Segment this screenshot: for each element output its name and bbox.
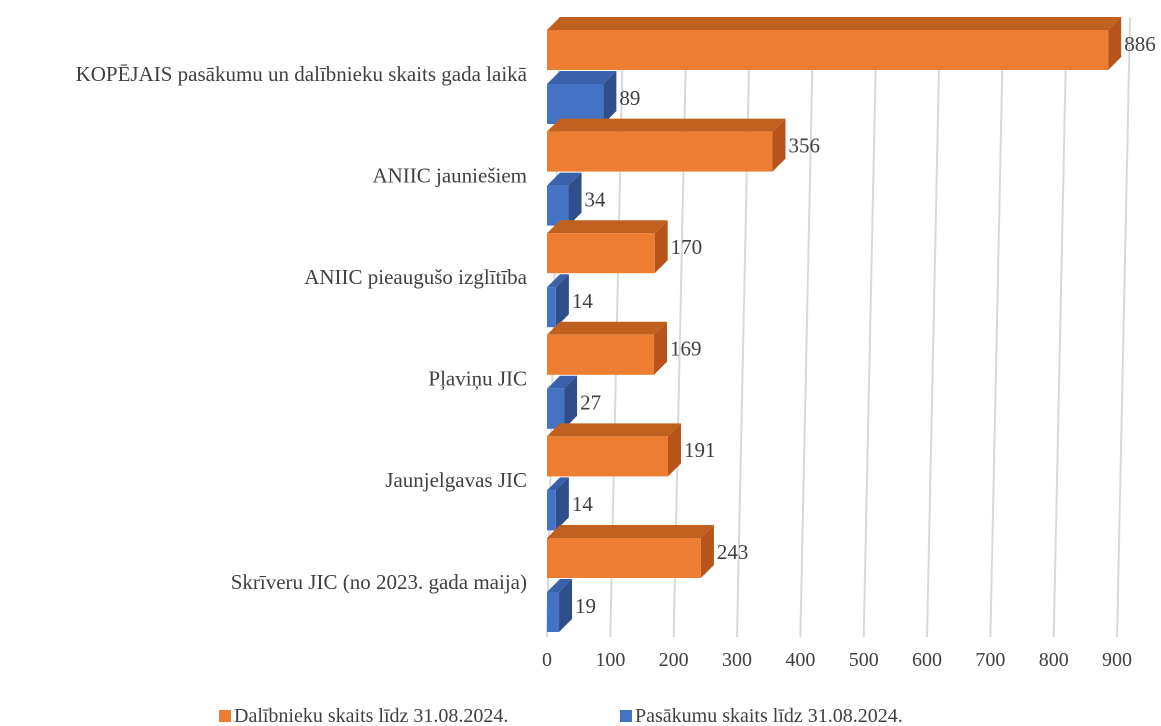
- bar-top-face: [547, 423, 681, 437]
- bar-front-face: [547, 185, 569, 226]
- x-tick-label: 900: [1102, 649, 1132, 671]
- bar-side-face: [772, 118, 786, 172]
- legend-item: Dalībnieku skaits līdz 31.08.2024.: [219, 705, 508, 726]
- category-label: KOPĒJAIS pasākumu un dalībnieku skaits g…: [76, 62, 528, 86]
- bar-side-face: [603, 71, 617, 124]
- bar-front-face: [547, 490, 556, 531]
- value-labels: 886 89 356 34 170 14 169 27 191 14 243 19: [572, 32, 1156, 618]
- data-label: 191: [684, 438, 716, 462]
- bar-top-face: [547, 118, 786, 132]
- bar-front-face: [547, 388, 565, 429]
- data-label: 27: [580, 391, 601, 415]
- data-label: 886: [1124, 32, 1156, 56]
- bar-top-face: [547, 579, 573, 592]
- bar-top-face: [547, 525, 714, 538]
- bar-front-face: [547, 233, 655, 274]
- x-tick-label: 600: [912, 649, 942, 671]
- data-label: 34: [585, 187, 607, 211]
- bar-side-face: [568, 172, 582, 226]
- bar-side-face: [555, 477, 569, 531]
- bars: [547, 17, 1122, 632]
- bar-participants: [547, 220, 668, 274]
- x-tick-label: 500: [849, 649, 879, 671]
- bar-side-face: [654, 220, 668, 274]
- bar-top-face: [547, 477, 569, 491]
- bar-top-face: [547, 220, 668, 234]
- data-label: 243: [717, 540, 749, 564]
- bar-side-face: [1108, 17, 1122, 70]
- bar-top-face: [547, 375, 578, 389]
- bar-side-face: [654, 321, 668, 375]
- bar-top-face: [547, 172, 582, 186]
- bar-front-face: [547, 287, 556, 328]
- legend-item: Pasākumu skaits līdz 31.08.2024.: [620, 705, 903, 726]
- bar-side-face: [559, 579, 573, 632]
- x-tick-label: 400: [785, 649, 815, 671]
- gridline: [1052, 16, 1068, 638]
- bar-front-face: [547, 436, 668, 477]
- category-label: Pļaviņu JIC: [428, 367, 527, 391]
- bar-events: [547, 274, 569, 328]
- category-label: ANIIC pieaugušo izglītība: [304, 265, 527, 289]
- gridline: [1116, 16, 1132, 638]
- bar-events: [547, 172, 582, 226]
- gridline: [989, 16, 1005, 638]
- legend-swatch: [620, 710, 632, 722]
- bar-front-face: [547, 334, 655, 375]
- gridline: [862, 16, 878, 638]
- bar-front-face: [547, 84, 604, 124]
- category-labels: KOPĒJAIS pasākumu un dalībnieku skaits g…: [76, 62, 528, 594]
- bar-side-face: [564, 375, 578, 429]
- bar-events: [547, 375, 578, 429]
- x-axis-ticks: 0 100 200 300 400 500 600 700 800 900: [542, 649, 1132, 671]
- bar-participants: [547, 17, 1122, 70]
- data-label: 170: [671, 235, 703, 259]
- bar-front-face: [547, 592, 560, 632]
- legend: Dalībnieku skaits līdz 31.08.2024. Pasāku…: [219, 705, 903, 726]
- bar-side-face: [555, 274, 569, 328]
- x-tick-label: 0: [542, 649, 552, 671]
- bar-events: [547, 477, 569, 531]
- legend-label: Pasākumu skaits līdz 31.08.2024.: [635, 705, 903, 726]
- data-label: 14: [572, 289, 594, 313]
- data-label: 14: [572, 492, 594, 516]
- legend-swatch: [219, 710, 231, 722]
- x-tick-label: 800: [1039, 649, 1069, 671]
- bar-events: [547, 71, 617, 124]
- x-tick-label: 100: [595, 649, 625, 671]
- bar-front-face: [547, 30, 1109, 70]
- bar-front-face: [547, 131, 773, 172]
- bar-participants: [547, 423, 681, 477]
- bar-top-face: [547, 17, 1122, 30]
- bar-top-face: [547, 321, 668, 335]
- data-label: 356: [788, 133, 820, 157]
- data-label: 89: [619, 86, 640, 110]
- bar-top-face: [547, 71, 617, 84]
- legend-label: Dalībnieku skaits līdz 31.08.2024.: [234, 705, 508, 726]
- data-label: 19: [575, 594, 596, 618]
- category-label: ANIIC jauniešiem: [372, 163, 527, 187]
- x-tick-label: 200: [659, 649, 689, 671]
- category-label: Skrīveru JIC (no 2023. gada maija): [231, 570, 527, 594]
- data-label: 169: [670, 337, 702, 361]
- bar-events: [547, 579, 573, 632]
- x-tick-label: 700: [975, 649, 1005, 671]
- gridline: [799, 16, 815, 638]
- bar-participants: [547, 118, 786, 172]
- bar-front-face: [547, 538, 701, 578]
- bar-side-face: [700, 525, 714, 578]
- bar-side-face: [667, 423, 681, 477]
- bar-participants: [547, 525, 714, 578]
- x-tick-label: 300: [722, 649, 752, 671]
- gridline: [926, 16, 942, 638]
- bar-top-face: [547, 274, 569, 288]
- bar-participants: [547, 321, 668, 375]
- category-label: Jaunjelgavas JIC: [385, 468, 527, 492]
